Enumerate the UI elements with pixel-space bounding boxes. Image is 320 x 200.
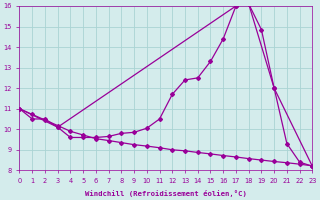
X-axis label: Windchill (Refroidissement éolien,°C): Windchill (Refroidissement éolien,°C): [85, 190, 247, 197]
